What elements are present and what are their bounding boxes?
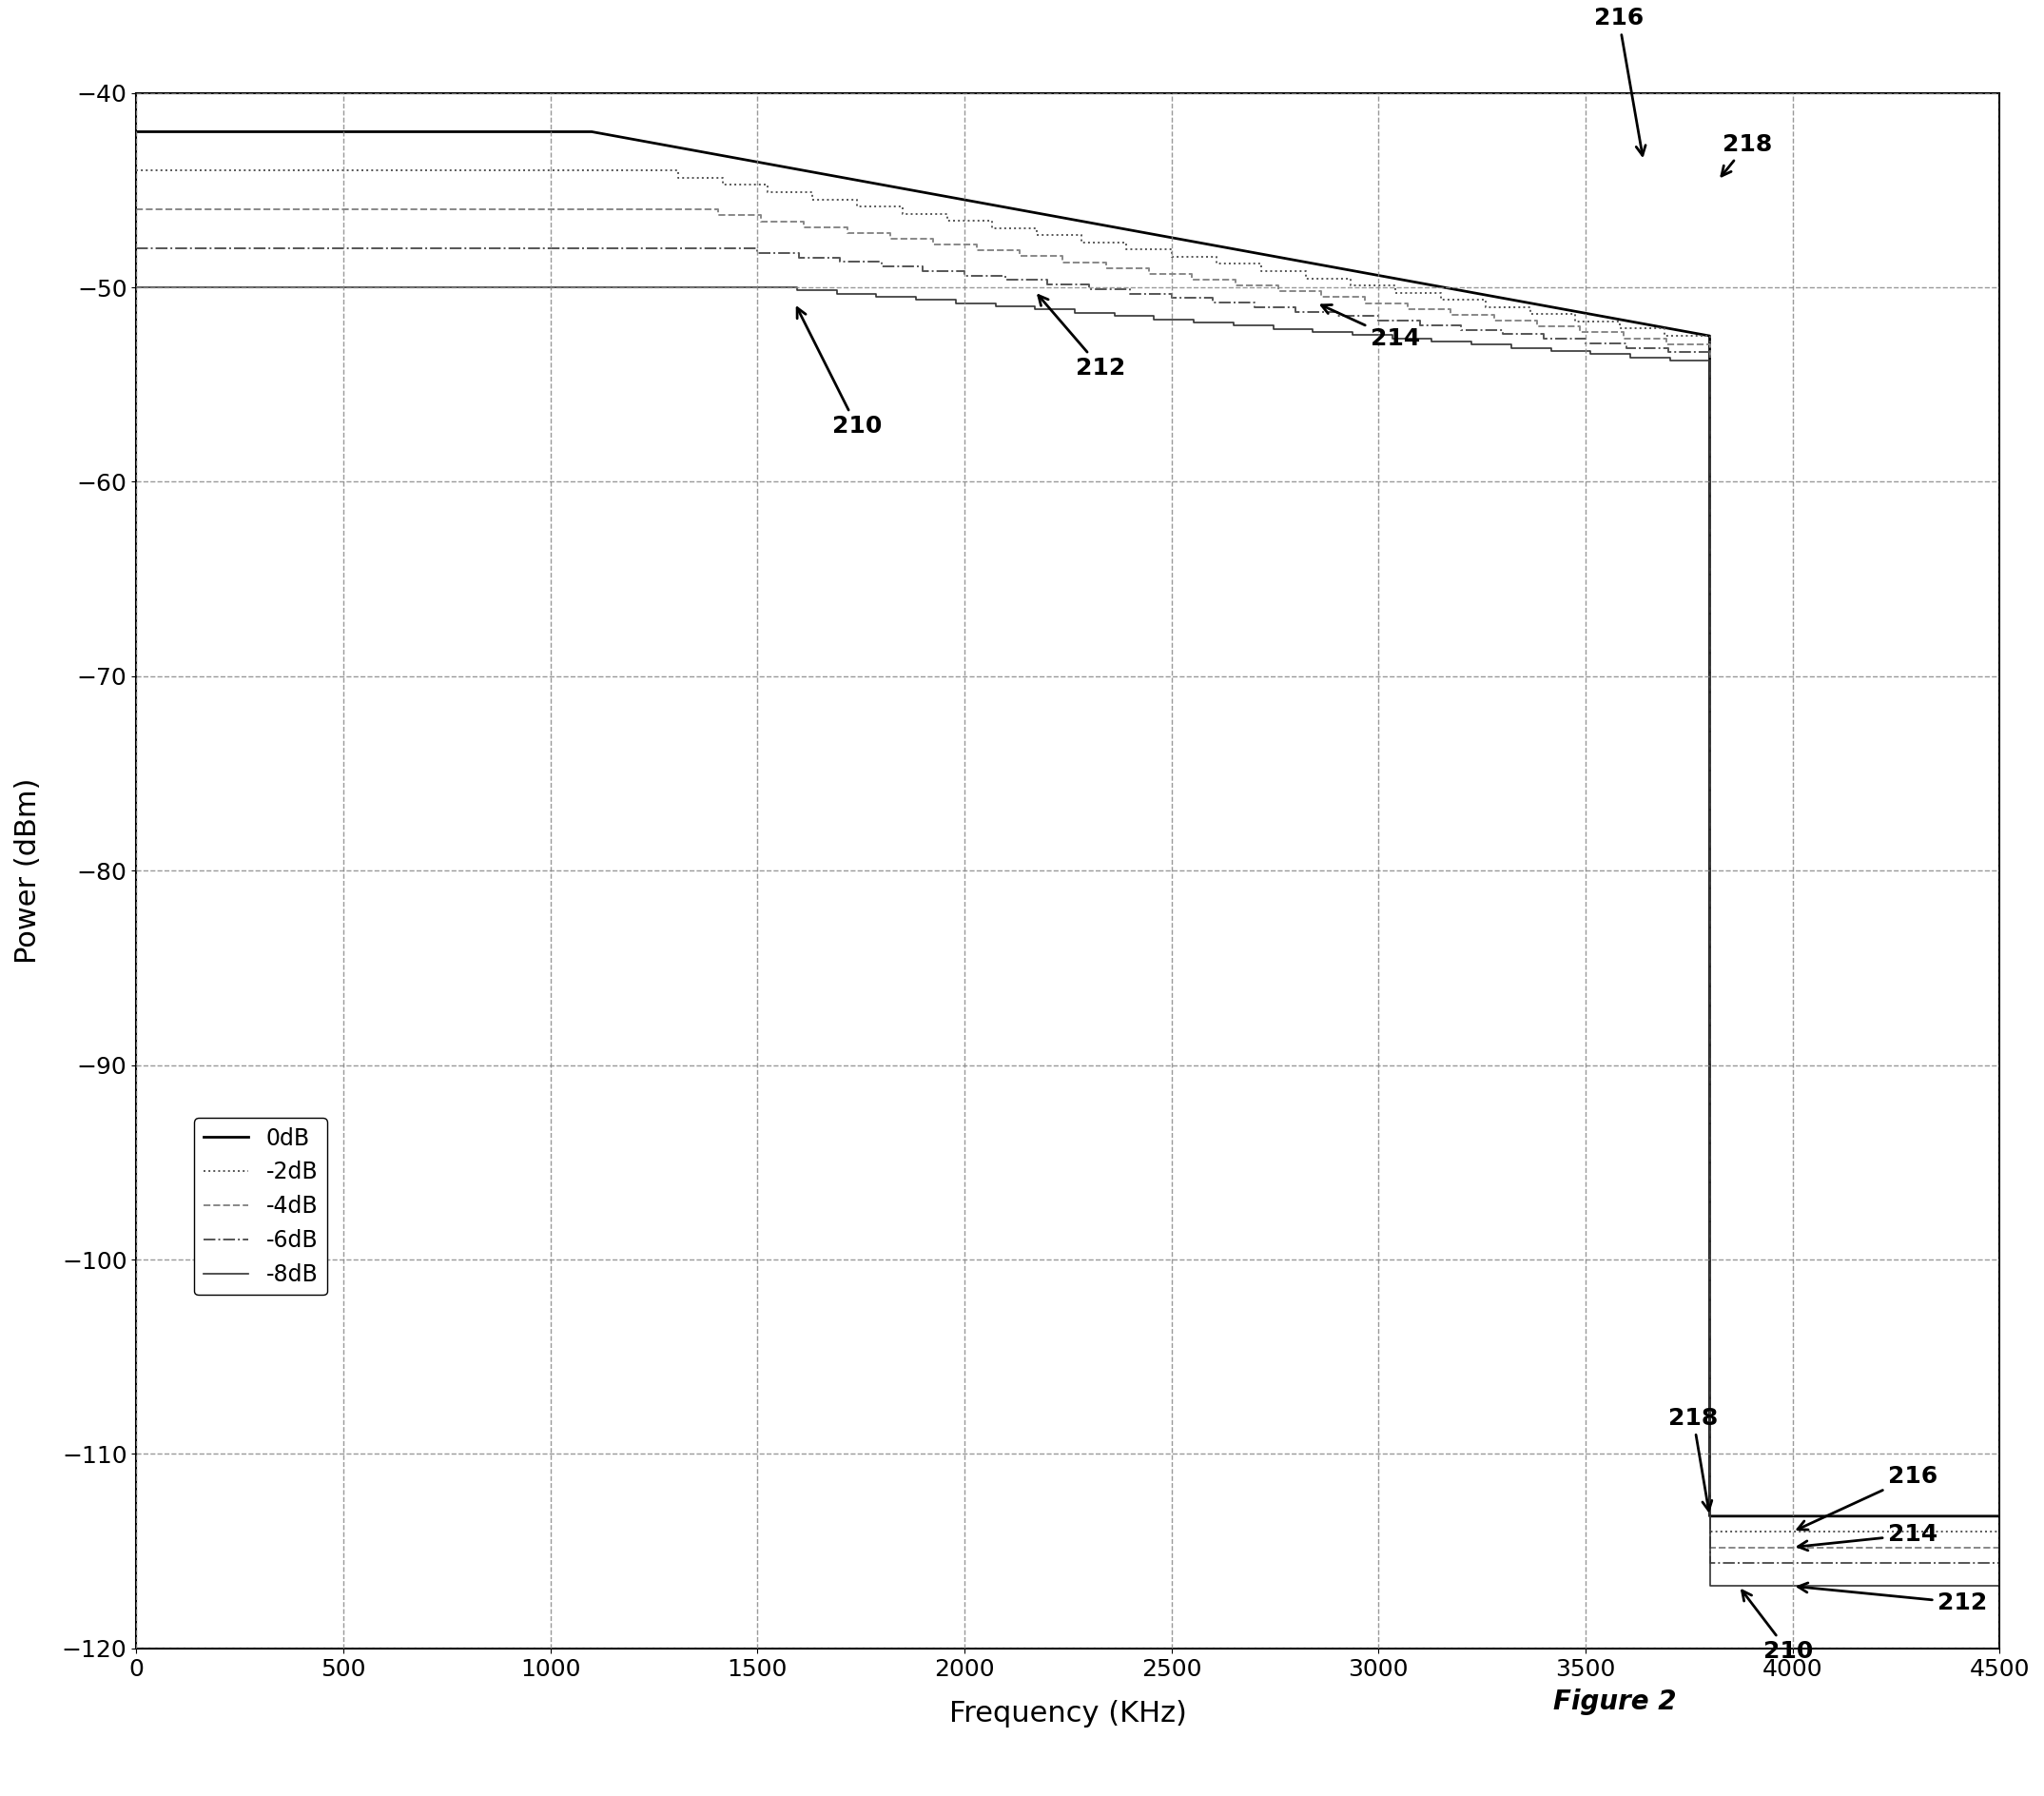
-6dB — [1697, 1552, 1721, 1573]
-8dB — [1300, 321, 1325, 343]
-8dB — [1987, 1575, 2011, 1597]
-6dB — [1615, 338, 1639, 359]
-8dB — [1380, 325, 1404, 347]
-4dB — [1265, 280, 1290, 302]
-2dB — [1294, 260, 1318, 282]
-4dB — [1482, 311, 1506, 332]
-8dB — [1697, 1575, 1721, 1597]
-6dB — [1365, 305, 1390, 327]
0dB — [125, 120, 149, 142]
-4dB — [922, 233, 946, 255]
-2dB — [1609, 318, 1633, 339]
-6dB — [1490, 323, 1515, 345]
Text: 210: 210 — [797, 307, 881, 438]
-8dB — [983, 296, 1008, 318]
-2dB — [1987, 1521, 2011, 1543]
Text: 214: 214 — [1320, 305, 1421, 350]
-4dB — [1611, 327, 1635, 348]
Text: 214: 214 — [1799, 1523, 1938, 1550]
Line: -2dB: -2dB — [137, 171, 1999, 1532]
-2dB — [1339, 268, 1363, 289]
X-axis label: Frequency (KHz): Frequency (KHz) — [948, 1701, 1188, 1728]
Text: 218: 218 — [1721, 133, 1772, 176]
-4dB — [1310, 280, 1335, 302]
0dB — [1697, 325, 1721, 347]
Text: 216: 216 — [1797, 1466, 1938, 1530]
Y-axis label: Power (dBm): Power (dBm) — [14, 778, 41, 963]
-4dB — [1697, 1537, 1721, 1559]
-2dB — [125, 160, 149, 181]
-4dB — [1987, 1537, 2011, 1559]
Text: 210: 210 — [1741, 1591, 1813, 1663]
-2dB — [1697, 1521, 1721, 1543]
-2dB — [1474, 296, 1498, 318]
Line: -4dB: -4dB — [137, 210, 1999, 1548]
0dB — [1987, 1505, 2011, 1527]
-4dB — [1353, 287, 1378, 309]
Line: -8dB: -8dB — [137, 287, 1999, 1586]
Text: 212: 212 — [1038, 295, 1126, 379]
Line: -6dB: -6dB — [137, 248, 1999, 1563]
-6dB — [1284, 302, 1308, 323]
-6dB — [1987, 1552, 2011, 1573]
-6dB — [1325, 302, 1349, 323]
-2dB — [1249, 260, 1273, 282]
-8dB — [1619, 347, 1643, 368]
-8dB — [1341, 321, 1365, 343]
-8dB — [1498, 338, 1523, 359]
Line: 0dB: 0dB — [137, 131, 1999, 1516]
0dB — [1697, 1505, 1721, 1527]
-6dB — [125, 237, 149, 259]
Text: Figure 2: Figure 2 — [1553, 1688, 1676, 1715]
-2dB — [889, 203, 914, 224]
Text: 212: 212 — [1799, 1582, 1987, 1615]
0dB — [580, 120, 605, 142]
Text: 218: 218 — [1668, 1406, 1719, 1510]
Legend: 0dB, -2dB, -4dB, -6dB, -8dB: 0dB, -2dB, -4dB, -6dB, -8dB — [194, 1117, 327, 1295]
-4dB — [125, 199, 149, 221]
-8dB — [125, 277, 149, 298]
Text: 216: 216 — [1594, 7, 1645, 156]
-6dB — [953, 264, 977, 286]
